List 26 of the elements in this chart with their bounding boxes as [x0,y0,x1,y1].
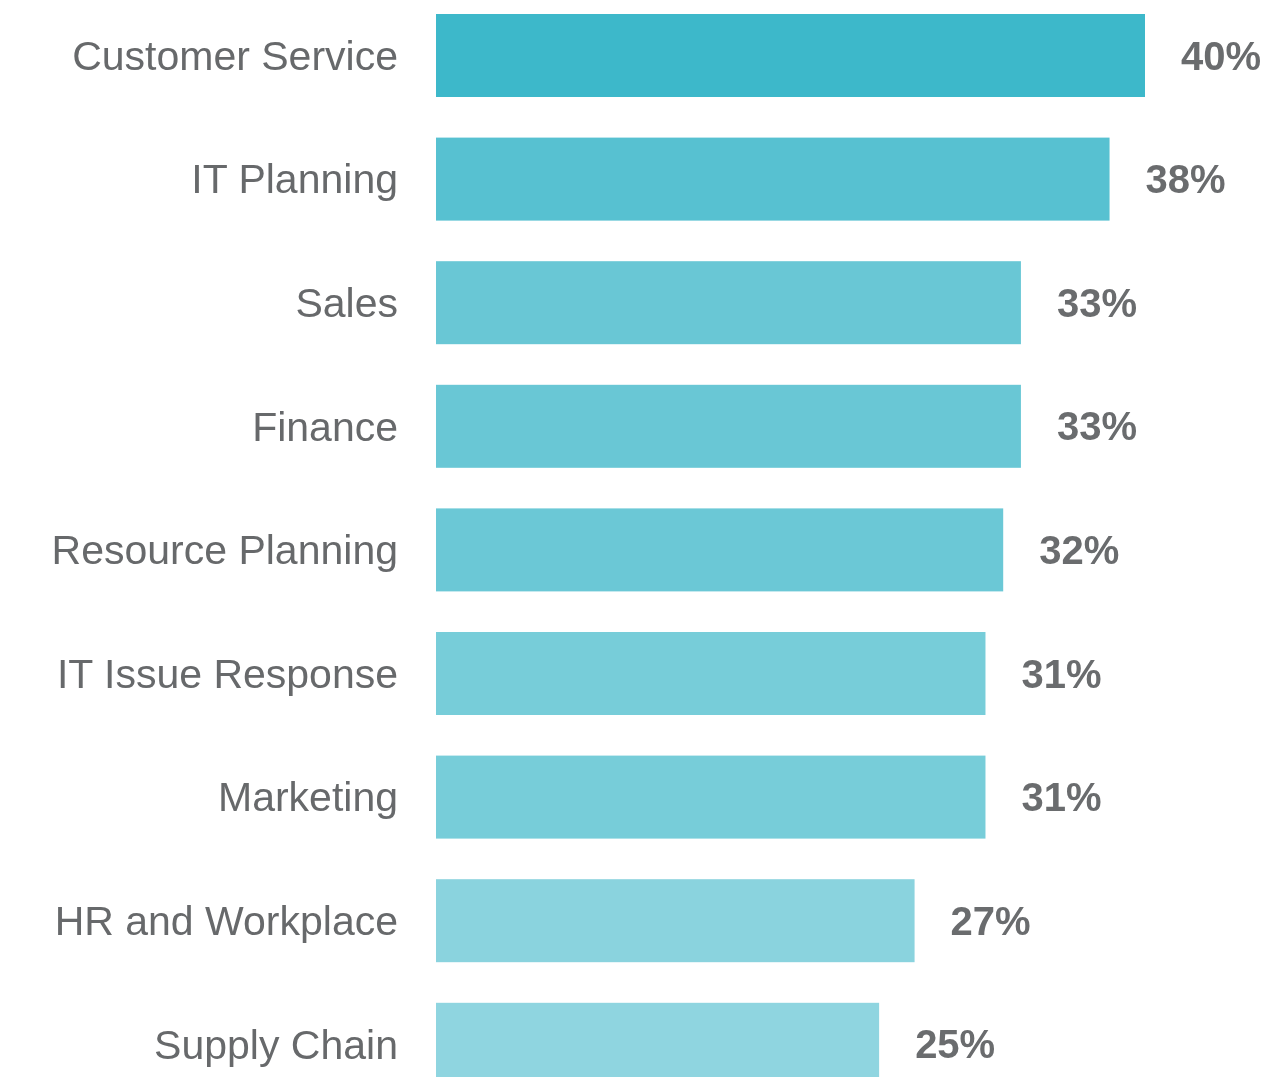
y-tick-label: IT Issue Response [56,650,398,697]
bar [436,137,1110,221]
data-label: 40% [1181,33,1262,78]
bar [436,755,986,839]
bar [436,384,1021,468]
y-tick-label: Finance [252,403,398,450]
y-tick-label: IT Planning [191,156,398,203]
bar [436,261,1021,345]
bar [436,879,915,963]
y-tick-label: Customer Service [72,32,398,79]
y-tick-label: HR and Workplace [54,898,398,945]
y-tick-label: Marketing [217,774,398,821]
y-tick-label: Resource Planning [51,527,398,574]
data-label: 33% [1056,404,1137,449]
data-label: 27% [950,898,1031,943]
data-label: 31% [1021,775,1102,820]
y-tick-label: Supply Chain [154,1021,398,1068]
data-label: 38% [1145,157,1226,202]
bar [436,632,986,715]
data-label: 33% [1056,280,1137,325]
data-label: 32% [1039,527,1120,572]
data-label: 31% [1021,651,1102,696]
data-label: 25% [915,1022,996,1067]
y-tick-label: Sales [295,280,398,327]
bar [436,14,1145,97]
bar [436,508,1004,592]
